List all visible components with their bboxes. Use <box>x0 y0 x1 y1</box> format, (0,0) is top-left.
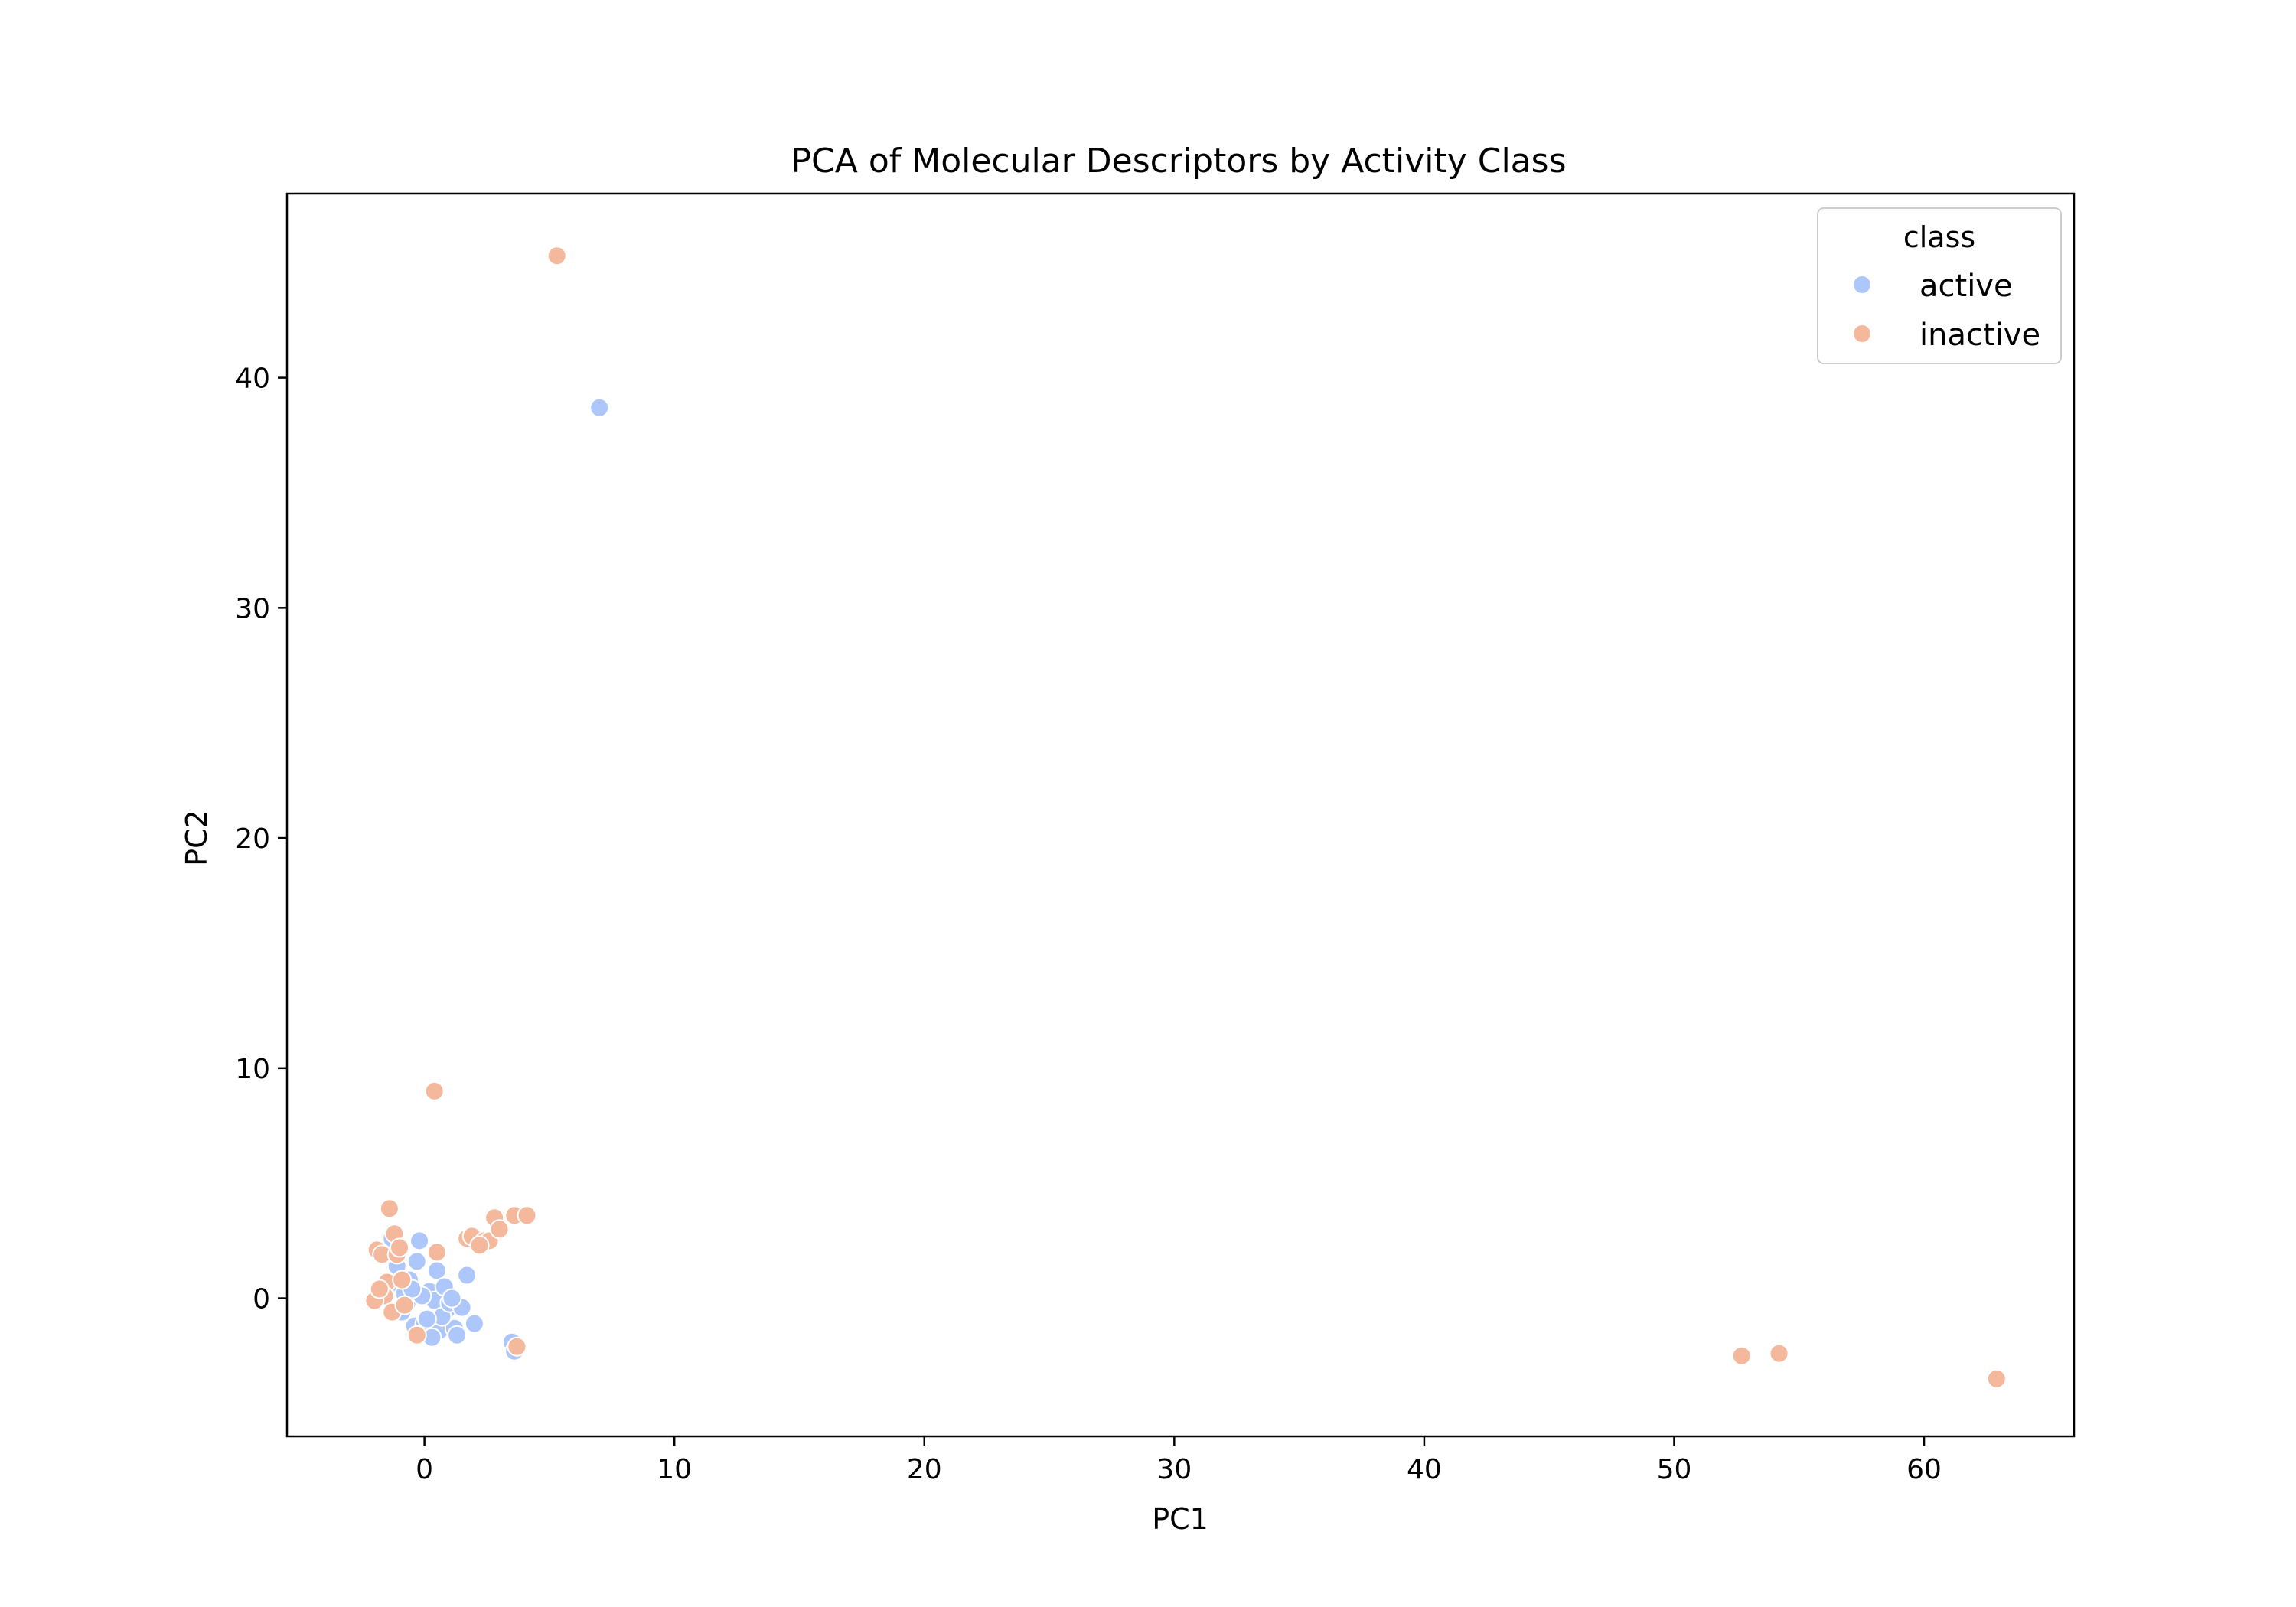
y-tick-label: 0 <box>253 1284 270 1315</box>
legend-title: class <box>1903 220 1975 254</box>
point-inactive <box>507 1336 527 1357</box>
point-active <box>464 1313 484 1334</box>
point-inactive <box>469 1235 490 1256</box>
x-tick-label: 0 <box>416 1454 433 1485</box>
point-inactive <box>1986 1368 2007 1389</box>
point-inactive <box>424 1081 445 1101</box>
x-tick-label: 40 <box>1407 1454 1442 1485</box>
point-inactive <box>369 1279 390 1299</box>
point-active <box>447 1325 468 1345</box>
x-tick-label: 50 <box>1657 1454 1692 1485</box>
y-axis-ticks: 0 10 20 30 40 <box>235 363 287 1315</box>
legend-label-active: active <box>1919 269 2013 304</box>
point-active <box>442 1288 462 1309</box>
point-active <box>409 1231 430 1251</box>
y-tick-label: 40 <box>235 363 270 395</box>
chart-title: PCA of Molecular Descriptors by Activity… <box>791 142 1567 181</box>
point-inactive <box>392 1270 413 1290</box>
point-inactive <box>489 1219 510 1240</box>
point-inactive <box>1769 1343 1789 1364</box>
point-inactive <box>426 1242 447 1263</box>
legend-marker-inactive <box>1854 325 1870 342</box>
x-tick-label: 30 <box>1156 1454 1192 1485</box>
legend-label-inactive: inactive <box>1919 318 2040 353</box>
y-axis-label: PC2 <box>180 810 214 866</box>
y-tick-label: 30 <box>235 593 270 624</box>
x-tick-label: 20 <box>907 1454 942 1485</box>
y-tick-label: 10 <box>235 1054 270 1085</box>
x-tick-label: 10 <box>657 1454 692 1485</box>
x-axis-ticks: 0 10 20 30 40 50 60 <box>416 1436 1942 1485</box>
point-active <box>457 1265 478 1286</box>
legend-marker-active <box>1854 276 1870 293</box>
point-active <box>589 397 610 418</box>
point-inactive <box>379 1198 400 1219</box>
plot-frame <box>285 192 2076 1438</box>
plot-area <box>287 194 2074 1436</box>
point-inactive <box>394 1295 415 1315</box>
point-inactive <box>517 1205 537 1226</box>
y-tick-label: 20 <box>235 823 270 855</box>
point-inactive <box>390 1237 409 1258</box>
point-inactive <box>1731 1345 1752 1366</box>
x-axis-label: PC1 <box>1152 1502 1208 1536</box>
point-active <box>416 1309 437 1329</box>
legend: class active inactive <box>1817 207 2062 364</box>
scatter-points <box>364 246 2007 1389</box>
legend-box <box>1817 207 2062 364</box>
point-active <box>406 1251 427 1272</box>
point-inactive <box>406 1325 427 1345</box>
point-inactive <box>546 246 567 266</box>
x-tick-label: 60 <box>1906 1454 1942 1485</box>
